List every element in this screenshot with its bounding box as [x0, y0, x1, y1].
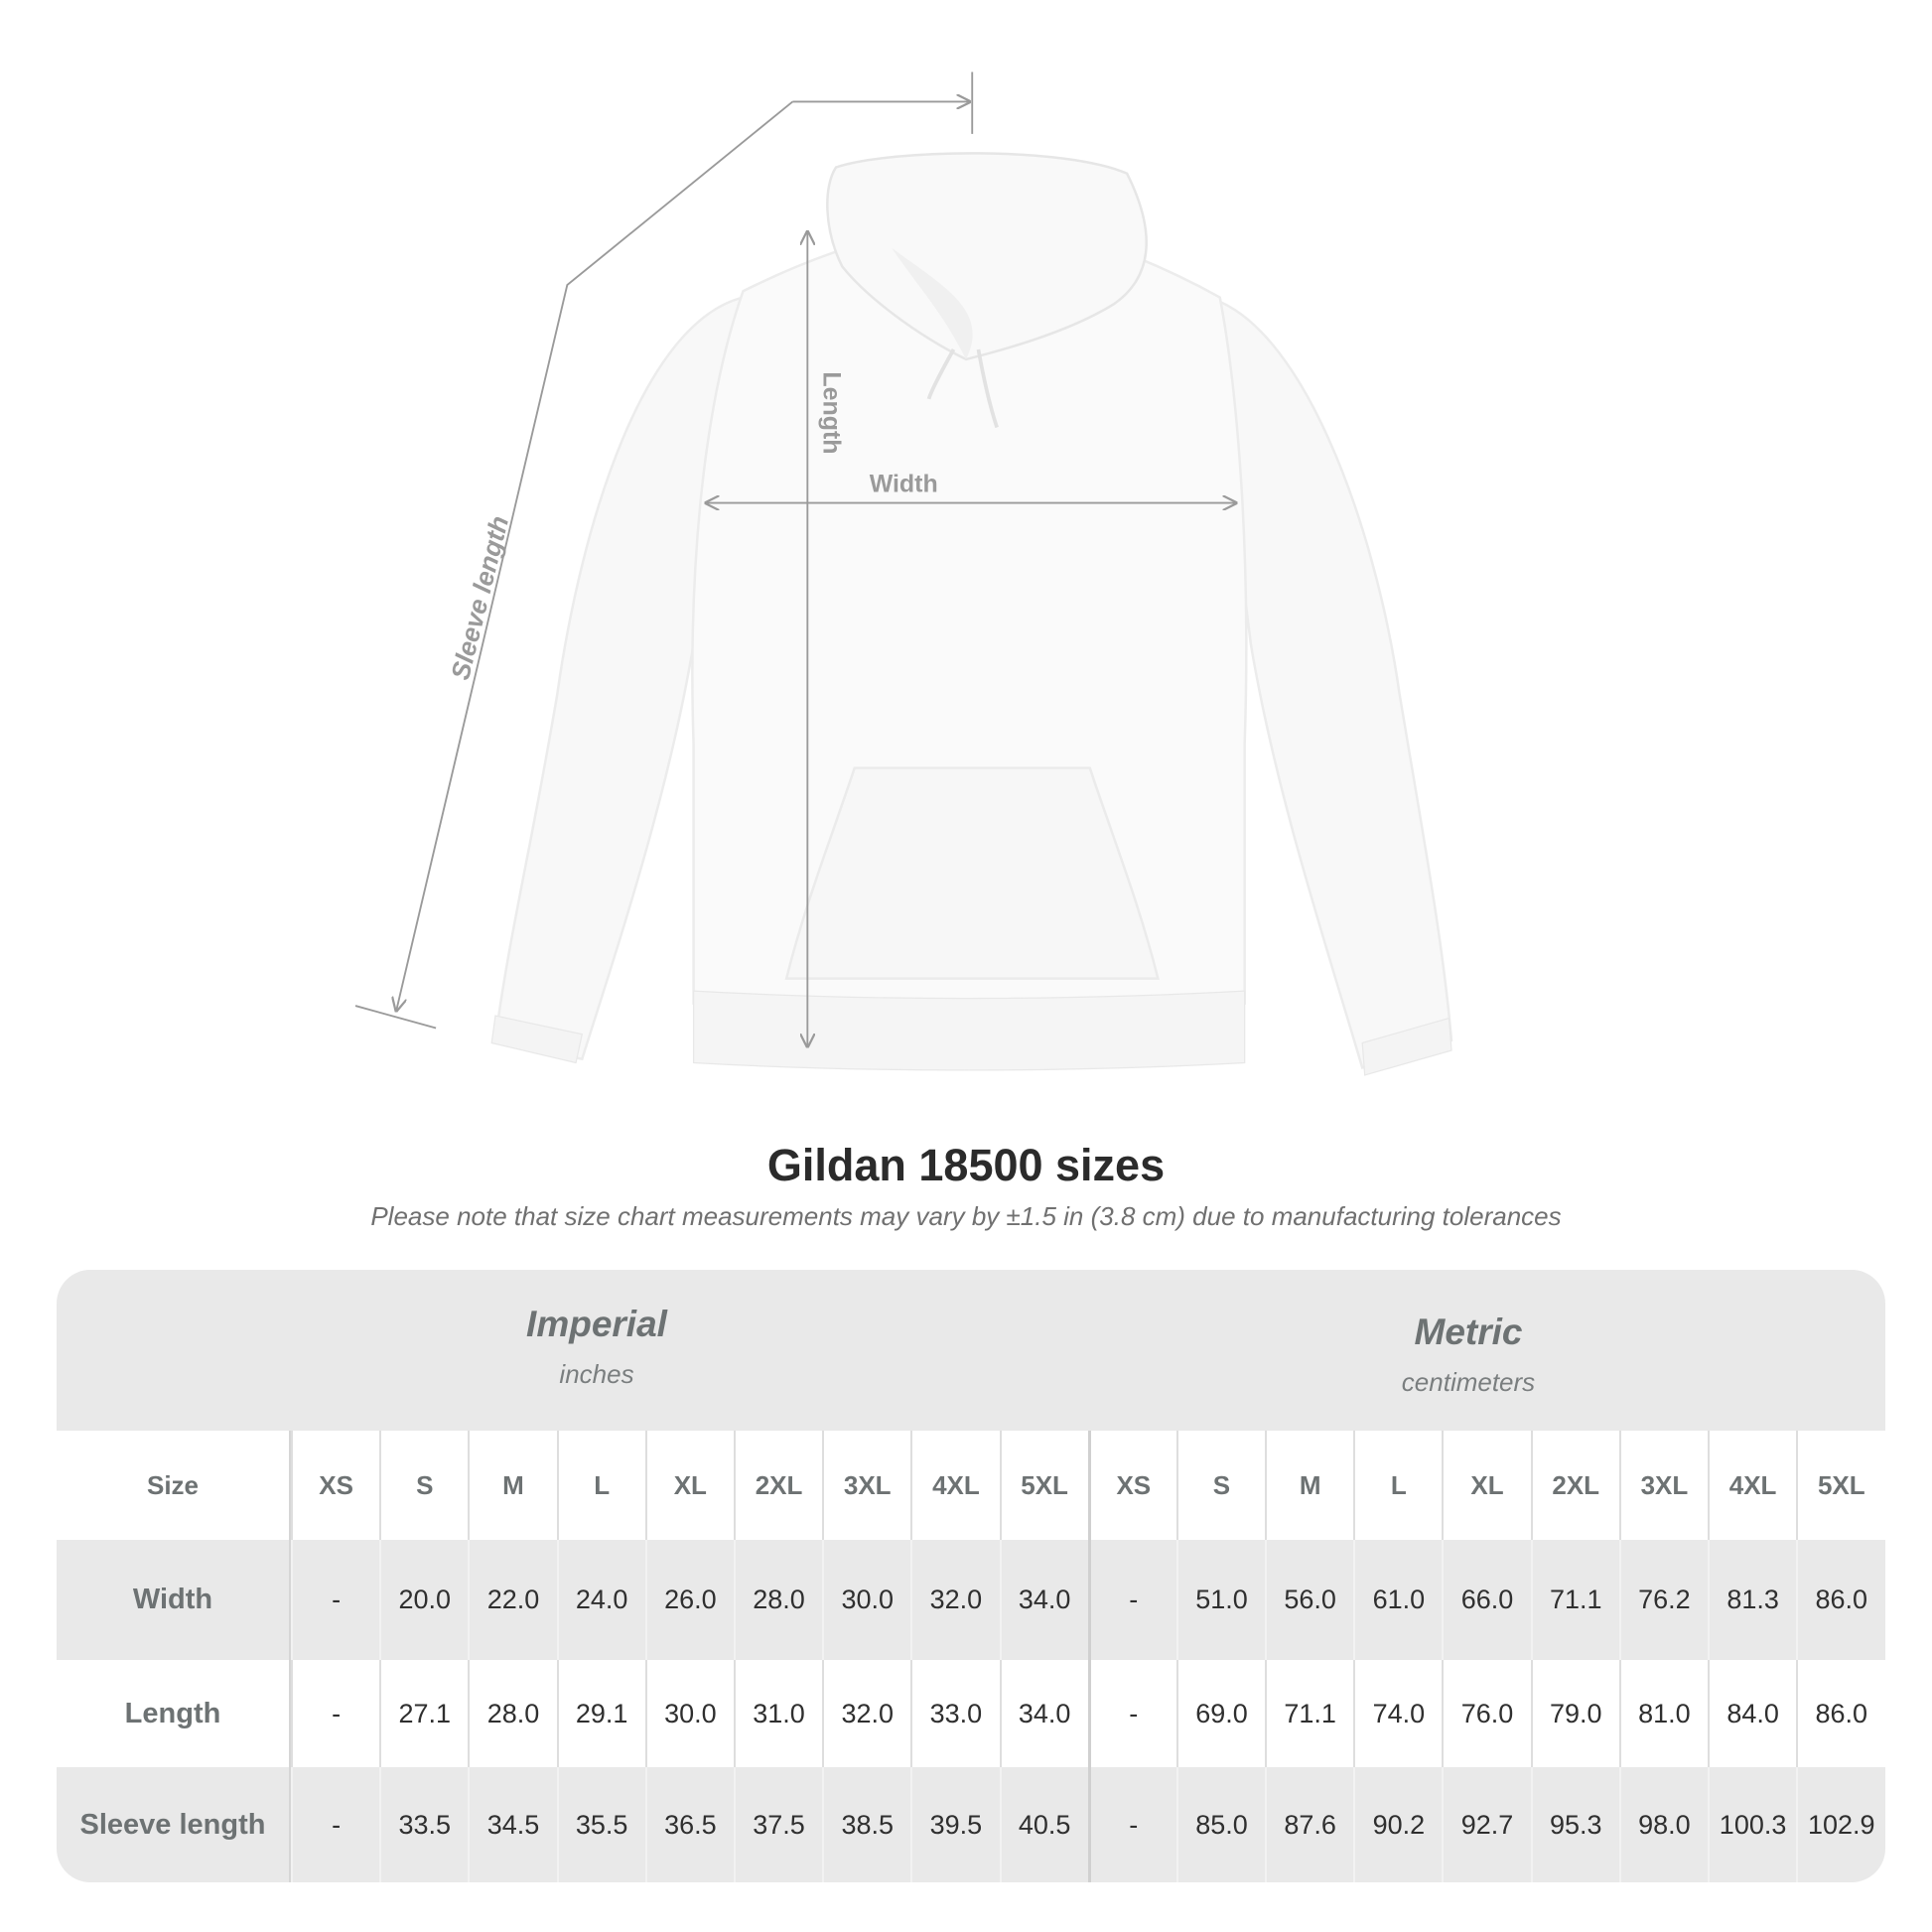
- metric-cell: S: [1175, 1431, 1265, 1540]
- metric-cell: XL: [1442, 1431, 1530, 1540]
- imperial-cell: 40.5: [999, 1767, 1088, 1882]
- imperial-cell: M: [468, 1431, 556, 1540]
- imperial-cell: 27.1: [379, 1660, 468, 1767]
- metric-cell: 100.3: [1708, 1767, 1796, 1882]
- metric-cell: 85.0: [1175, 1767, 1265, 1882]
- imperial-cell: 37.5: [733, 1767, 822, 1882]
- metric-cell: 98.0: [1618, 1767, 1708, 1882]
- imperial-cell: 4XL: [910, 1431, 999, 1540]
- metric-cell: 87.6: [1265, 1767, 1353, 1882]
- metric-unit: centimeters: [1401, 1367, 1536, 1397]
- imperial-cell: 5XL: [999, 1431, 1088, 1540]
- imperial-cell: 39.5: [910, 1767, 999, 1882]
- metric-cell: 51.0: [1175, 1540, 1265, 1660]
- size-header-row: Size XS S M L XL 2XL 3XL 4XL 5XL XS S M L XL 2XL 3XL 4XL 5…: [57, 1431, 1885, 1540]
- imperial-cell: -: [291, 1767, 379, 1882]
- metric-cell: 76.0: [1442, 1660, 1530, 1767]
- size-chart-table: Imperial inches Metric centimeters Size X…: [57, 1270, 1885, 1882]
- imperial-cell: 28.0: [468, 1660, 556, 1767]
- metric-cell: 71.1: [1265, 1660, 1353, 1767]
- imperial-cell: 35.5: [556, 1767, 645, 1882]
- row-label: Sleeve length: [57, 1767, 291, 1882]
- metric-cell: 84.0: [1708, 1660, 1796, 1767]
- imperial-title: Imperial: [526, 1304, 667, 1344]
- imperial-cell: 31.0: [733, 1660, 822, 1767]
- imperial-cell: XS: [291, 1431, 379, 1540]
- metric-cell: 74.0: [1353, 1660, 1442, 1767]
- row-label: Width: [57, 1540, 291, 1660]
- imperial-cell: 26.0: [644, 1540, 734, 1660]
- imperial-cell: 20.0: [379, 1540, 468, 1660]
- metric-cell: 79.0: [1530, 1660, 1619, 1767]
- imperial-cell: 34.0: [999, 1540, 1088, 1660]
- sleeve-length-label: Sleeve length: [445, 513, 514, 683]
- metric-cell: 81.3: [1708, 1540, 1796, 1660]
- table-row: Width -20.0 22.0 24.0 26.0 28.0 30.0 32.0 34.0-5…: [57, 1540, 1885, 1660]
- metric-cell: -: [1087, 1767, 1176, 1882]
- metric-cell: 86.0: [1796, 1660, 1884, 1767]
- row-label: Size: [57, 1431, 291, 1540]
- imperial-cell: 2XL: [733, 1431, 822, 1540]
- metric-cell: -: [1087, 1660, 1176, 1767]
- imperial-cell: 32.0: [910, 1540, 999, 1660]
- metric-cell: 2XL: [1530, 1431, 1619, 1540]
- metric-cell: 3XL: [1618, 1431, 1708, 1540]
- imperial-cell: 33.0: [910, 1660, 999, 1767]
- metric-cell: 90.2: [1353, 1767, 1442, 1882]
- metric-cell: 95.3: [1530, 1767, 1619, 1882]
- metric-cell: 92.7: [1442, 1767, 1530, 1882]
- metric-cell: M: [1265, 1431, 1353, 1540]
- metric-cell: 86.0: [1796, 1540, 1884, 1660]
- imperial-header: Imperial inches: [299, 1304, 895, 1390]
- metric-cell: 76.2: [1618, 1540, 1708, 1660]
- hoodie-image: [490, 152, 1453, 1076]
- imperial-cell: 22.0: [468, 1540, 556, 1660]
- metric-cell: 102.9: [1796, 1767, 1884, 1882]
- metric-cell: 71.1: [1530, 1540, 1619, 1660]
- imperial-cell: -: [291, 1540, 379, 1660]
- imperial-cell: XL: [644, 1431, 734, 1540]
- metric-cell: 56.0: [1265, 1540, 1353, 1660]
- imperial-cell: 24.0: [556, 1540, 645, 1660]
- row-label: Length: [57, 1660, 291, 1767]
- imperial-cell: 34.5: [468, 1767, 556, 1882]
- imperial-cell: 3XL: [822, 1431, 910, 1540]
- length-label: Length: [818, 371, 846, 454]
- width-label: Width: [870, 470, 938, 497]
- imperial-cell: 36.5: [644, 1767, 734, 1882]
- metric-cell: 61.0: [1353, 1540, 1442, 1660]
- imperial-cell: L: [556, 1431, 645, 1540]
- metric-cell: -: [1087, 1540, 1176, 1660]
- metric-cell: 5XL: [1796, 1431, 1884, 1540]
- imperial-cell: 32.0: [822, 1660, 910, 1767]
- imperial-cell: 30.0: [822, 1540, 910, 1660]
- metric-cell: 81.0: [1618, 1660, 1708, 1767]
- imperial-cell: S: [379, 1431, 468, 1540]
- imperial-unit: inches: [559, 1359, 634, 1389]
- page-title: Gildan 18500 sizes: [766, 1140, 1166, 1190]
- imperial-cell: 33.5: [379, 1767, 468, 1882]
- tolerance-note: Please note that size chart measurements…: [370, 1201, 1562, 1231]
- hoodie-measurement-diagram: Sleeve length Length Width: [354, 71, 1453, 1076]
- imperial-cell: 38.5: [822, 1767, 910, 1882]
- metric-header: Metric centimeters: [1171, 1311, 1766, 1398]
- table-row: Sleeve length -33.5 34.5 35.5 36.5 37.5 38.5 39…: [57, 1767, 1885, 1882]
- imperial-cell: 29.1: [556, 1660, 645, 1767]
- imperial-cell: 30.0: [644, 1660, 734, 1767]
- metric-cell: 4XL: [1708, 1431, 1796, 1540]
- metric-cell: XS: [1087, 1431, 1176, 1540]
- measurement-lines: [354, 71, 1236, 1047]
- unit-header-band: Imperial inches Metric centimeters: [57, 1270, 1885, 1431]
- imperial-cell: 28.0: [733, 1540, 822, 1660]
- metric-cell: L: [1353, 1431, 1442, 1540]
- imperial-cell: -: [291, 1660, 379, 1767]
- imperial-cell: 34.0: [999, 1660, 1088, 1767]
- table-row: Length -27.1 28.0 29.1 30.0 31.0 32.0 33.0 34.0-…: [57, 1660, 1885, 1767]
- metric-title: Metric: [1414, 1311, 1523, 1352]
- metric-cell: 69.0: [1175, 1660, 1265, 1767]
- metric-cell: 66.0: [1442, 1540, 1530, 1660]
